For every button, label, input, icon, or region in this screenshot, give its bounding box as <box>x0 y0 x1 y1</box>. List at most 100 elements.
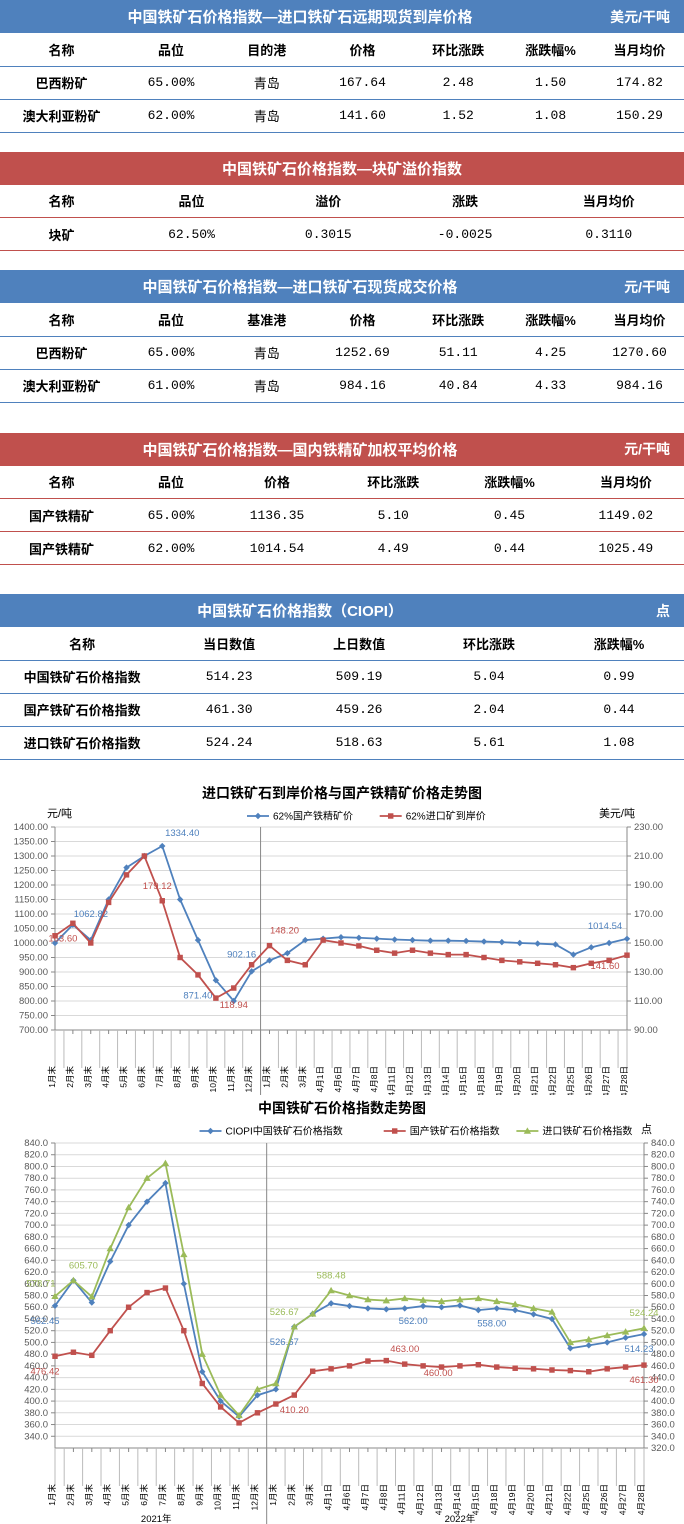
svg-text:4月14日: 4月14日 <box>452 1484 462 1515</box>
svg-text:580.0: 580.0 <box>24 1290 48 1301</box>
svg-text:4月6日: 4月6日 <box>342 1484 352 1510</box>
svg-text:4月11日: 4月11日 <box>387 1066 397 1095</box>
svg-text:90.00: 90.00 <box>634 1025 658 1036</box>
svg-text:美元/吨: 美元/吨 <box>599 807 635 820</box>
svg-text:4月1日: 4月1日 <box>315 1066 325 1092</box>
svg-text:700.0: 700.0 <box>651 1220 675 1231</box>
svg-text:780.0: 780.0 <box>24 1173 48 1184</box>
svg-text:4月8日: 4月8日 <box>378 1484 388 1510</box>
svg-text:526.67: 526.67 <box>270 1336 299 1347</box>
svg-text:5月末: 5月末 <box>119 1065 129 1087</box>
svg-text:118.94: 118.94 <box>220 1000 248 1011</box>
svg-text:720.0: 720.0 <box>24 1208 48 1219</box>
svg-text:900.00: 900.00 <box>19 967 48 978</box>
svg-text:3月末: 3月末 <box>84 1483 94 1505</box>
svg-text:660.0: 660.0 <box>24 1243 48 1254</box>
svg-text:6月末: 6月末 <box>139 1483 149 1505</box>
svg-text:4月7日: 4月7日 <box>351 1066 361 1092</box>
svg-text:700.0: 700.0 <box>24 1220 48 1231</box>
svg-text:148.20: 148.20 <box>270 925 299 936</box>
svg-text:480.0: 480.0 <box>24 1349 48 1360</box>
svg-text:520.0: 520.0 <box>24 1325 48 1336</box>
svg-text:190.00: 190.00 <box>634 880 663 891</box>
svg-text:3月末: 3月末 <box>305 1483 315 1505</box>
svg-text:620.0: 620.0 <box>651 1267 675 1278</box>
svg-text:4月26日: 4月26日 <box>583 1066 593 1095</box>
svg-text:4月19日: 4月19日 <box>494 1066 504 1095</box>
svg-text:461.30: 461.30 <box>629 1375 658 1386</box>
svg-text:562.00: 562.00 <box>399 1316 428 1327</box>
svg-text:4月26日: 4月26日 <box>599 1484 609 1515</box>
svg-text:4月22日: 4月22日 <box>548 1066 558 1095</box>
svg-text:760.0: 760.0 <box>651 1184 675 1195</box>
svg-text:524.24: 524.24 <box>629 1308 658 1319</box>
svg-text:4月25日: 4月25日 <box>581 1484 591 1515</box>
svg-text:460.0: 460.0 <box>651 1360 675 1371</box>
svg-text:4月19日: 4月19日 <box>507 1484 517 1515</box>
svg-text:720.0: 720.0 <box>651 1208 675 1219</box>
svg-text:2月末: 2月末 <box>65 1065 75 1087</box>
svg-text:4月1日: 4月1日 <box>323 1484 333 1510</box>
svg-text:514.23: 514.23 <box>624 1344 653 1355</box>
svg-text:750.00: 750.00 <box>19 1010 48 1021</box>
svg-text:12月末: 12月末 <box>249 1483 259 1510</box>
svg-text:588.48: 588.48 <box>317 1270 346 1281</box>
svg-text:4月15日: 4月15日 <box>470 1484 480 1515</box>
svg-text:740.0: 740.0 <box>24 1196 48 1207</box>
svg-text:1月末: 1月末 <box>47 1065 57 1087</box>
svg-text:7月末: 7月末 <box>157 1483 167 1505</box>
svg-text:国产铁矿石价格指数: 国产铁矿石价格指数 <box>410 1124 500 1137</box>
svg-text:620.0: 620.0 <box>24 1267 48 1278</box>
svg-text:4月12日: 4月12日 <box>405 1066 415 1095</box>
svg-text:840.0: 840.0 <box>24 1138 48 1149</box>
svg-text:580.0: 580.0 <box>651 1290 675 1301</box>
svg-text:871.40: 871.40 <box>183 990 212 1001</box>
svg-text:62%进口矿到岸价: 62%进口矿到岸价 <box>406 809 486 822</box>
svg-text:4月11日: 4月11日 <box>397 1484 407 1515</box>
svg-text:4月13日: 4月13日 <box>422 1066 432 1095</box>
svg-text:2022年: 2022年 <box>445 1513 476 1524</box>
svg-text:4月18日: 4月18日 <box>476 1066 486 1095</box>
svg-text:4月12日: 4月12日 <box>415 1484 425 1515</box>
svg-text:5月末: 5月末 <box>121 1483 131 1505</box>
svg-text:600.0: 600.0 <box>651 1278 675 1289</box>
svg-text:360.0: 360.0 <box>24 1419 48 1430</box>
svg-text:8月末: 8月末 <box>172 1065 182 1087</box>
svg-text:400.0: 400.0 <box>651 1396 675 1407</box>
svg-text:902.16: 902.16 <box>227 949 256 960</box>
svg-text:500.0: 500.0 <box>651 1337 675 1348</box>
svg-text:380.0: 380.0 <box>24 1407 48 1418</box>
svg-text:2月末: 2月末 <box>286 1483 296 1505</box>
svg-text:4月27日: 4月27日 <box>601 1066 611 1095</box>
svg-text:1月末: 1月末 <box>47 1483 57 1505</box>
svg-text:800.0: 800.0 <box>24 1161 48 1172</box>
svg-text:4月末: 4月末 <box>102 1483 112 1505</box>
svg-text:150.00: 150.00 <box>634 938 663 949</box>
svg-text:1100.00: 1100.00 <box>14 909 48 920</box>
svg-text:605.70: 605.70 <box>69 1260 98 1271</box>
svg-text:460.00: 460.00 <box>424 1367 453 1378</box>
svg-text:4月20日: 4月20日 <box>512 1066 522 1095</box>
svg-text:780.0: 780.0 <box>651 1173 675 1184</box>
svg-text:2月末: 2月末 <box>65 1483 75 1505</box>
svg-text:10月末: 10月末 <box>208 1065 218 1092</box>
svg-text:526.67: 526.67 <box>270 1306 299 1317</box>
svg-text:4月18日: 4月18日 <box>489 1484 499 1515</box>
svg-text:1300.00: 1300.00 <box>14 851 48 862</box>
svg-text:CIOPI中国铁矿石价格指数: CIOPI中国铁矿石价格指数 <box>226 1124 343 1137</box>
svg-text:进口铁矿石到岸价格与国产铁精矿价格走势图: 进口铁矿石到岸价格与国产铁精矿价格走势图 <box>202 785 482 801</box>
svg-text:11月末: 11月末 <box>226 1065 236 1091</box>
svg-text:2月末: 2月末 <box>279 1065 289 1087</box>
svg-text:680.0: 680.0 <box>651 1231 675 1242</box>
svg-text:410.20: 410.20 <box>280 1405 309 1416</box>
svg-text:400.0: 400.0 <box>24 1396 48 1407</box>
svg-text:4月28日: 4月28日 <box>636 1484 646 1515</box>
svg-text:640.0: 640.0 <box>651 1255 675 1266</box>
svg-text:4月7日: 4月7日 <box>360 1484 370 1510</box>
svg-text:元/吨: 元/吨 <box>47 807 72 820</box>
svg-text:4月21日: 4月21日 <box>530 1066 540 1095</box>
svg-text:8月末: 8月末 <box>176 1483 186 1505</box>
svg-text:62%国产铁精矿价: 62%国产铁精矿价 <box>273 809 353 822</box>
svg-text:10月末: 10月末 <box>213 1483 223 1510</box>
svg-text:640.0: 640.0 <box>24 1255 48 1266</box>
